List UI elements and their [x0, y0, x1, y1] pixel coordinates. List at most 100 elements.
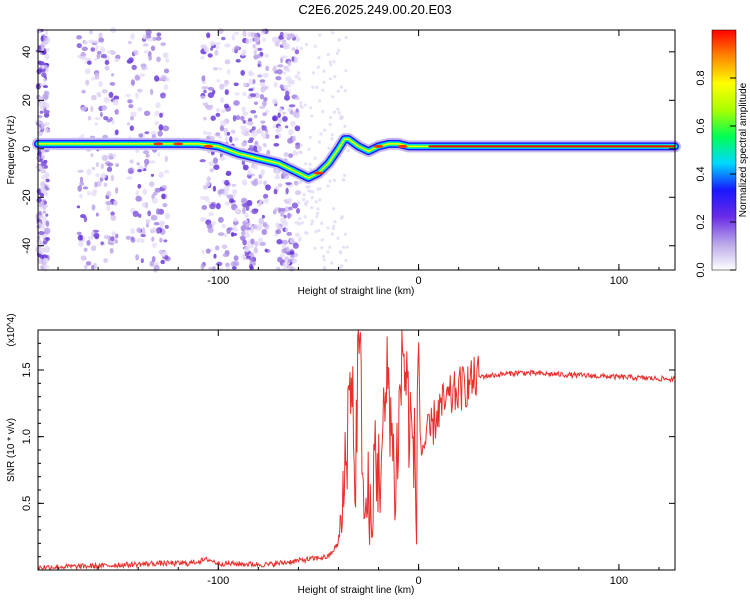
heatmap-noise-cell [208, 212, 214, 217]
heatmap-noise-cell [242, 239, 247, 246]
heatmap-noise-cell [292, 135, 296, 142]
heatmap-noise-cell [327, 146, 331, 150]
heatmap-noise-cell [241, 141, 247, 147]
heatmap-noise-cell [107, 162, 114, 167]
heatmap-noise-cell [332, 110, 336, 114]
heatmap-noise-cell [153, 264, 160, 271]
heatmap-noise-cell [333, 220, 337, 224]
heatmap-noise-cell [144, 164, 148, 168]
heatmap-noise-cell [103, 258, 108, 263]
heatmap-noise-cell [201, 80, 207, 85]
heatmap-noise-cell [315, 85, 319, 90]
heatmap-noise-cell [252, 79, 256, 84]
heatmap-noise-cell [94, 116, 101, 121]
heatmap-noise-cell [214, 49, 219, 56]
heatmap-noise-cell [318, 99, 322, 103]
heatmap-noise-cell [208, 161, 215, 167]
heatmap-noise-cell [285, 182, 292, 186]
heatmap-noise-cell [307, 147, 311, 151]
heatmap-noise-cell [242, 91, 247, 97]
heatmap-noise-cell [273, 65, 277, 70]
heatmap-noise-cell [151, 236, 155, 242]
heatmap-noise-cell [282, 34, 289, 39]
heatmap-noise-cell [156, 32, 162, 37]
heatmap-noise-cell [95, 161, 100, 168]
heatmap-noise-cell [142, 188, 148, 195]
heatmap-noise-cell [142, 43, 149, 47]
heatmap-noise-cell [128, 104, 134, 109]
heatmap-noise-cell [328, 179, 332, 183]
heatmap-noise-cell [38, 132, 43, 136]
heatmap-noise-cell [160, 259, 165, 265]
heatmap-noise-cell [218, 67, 223, 71]
heatmap-noise-cell [83, 215, 88, 223]
heatmap-noise-cell [205, 248, 211, 254]
heatmap-noise-cell [110, 211, 115, 216]
heatmap-noise-cell [130, 79, 135, 86]
heatmap-noise-cell [246, 255, 251, 259]
heatmap-noise-cell [145, 153, 150, 158]
heatmap-noise-cell [43, 109, 49, 114]
heatmap-noise-cell [139, 73, 146, 77]
heatmap-noise-cell [40, 223, 46, 230]
heatmap-noise-cell [155, 102, 161, 109]
heatmap-noise-cell [111, 73, 115, 77]
heatmap-noise-cell [199, 159, 206, 163]
heatmap-noise-cell [130, 33, 135, 40]
heatmap-noise-cell [42, 241, 47, 245]
heatmap-noise-cell [136, 227, 142, 233]
heatmap-noise-cell [43, 246, 51, 253]
heatmap-noise-cell [76, 205, 81, 209]
heatmap-noise-cell [249, 265, 254, 270]
heatmap-noise-cell [288, 104, 296, 108]
heatmap-noise-cell [279, 84, 284, 89]
heatmap-noise-cell [242, 120, 246, 124]
heatmap-noise-cell [287, 60, 292, 67]
heatmap-noise-cell [94, 181, 98, 188]
heatmap-noise-cell [294, 96, 300, 101]
heatmap-noise-cell [298, 180, 302, 184]
heatmap-noise-cell [42, 210, 46, 214]
heatmap-noise-cell [136, 162, 140, 166]
heatmap-noise-cell [114, 129, 119, 136]
heatmap-noise-cell [297, 238, 302, 242]
heatmap-noise-cell [326, 226, 330, 230]
heatmap-noise-cell [230, 261, 238, 267]
heatmap-noise-cell [292, 242, 299, 249]
snr-y-tick-label: 1.5 [21, 362, 33, 377]
heatmap-noise-cell [299, 101, 303, 105]
heatmap-noise-cell [219, 83, 225, 90]
heatmap-noise-cell [288, 153, 294, 159]
heatmap-noise-cell [206, 32, 211, 39]
heatmap-noise-cell [200, 217, 205, 223]
heatmap-noise-cell [276, 69, 283, 75]
heatmap-noise-cell [150, 173, 154, 177]
heatmap-noise-cell [38, 231, 45, 235]
heatmap-noise-cell [264, 86, 268, 91]
heatmap-noise-cell [202, 130, 208, 135]
heatmap-noise-cell [326, 250, 330, 254]
heatmap-noise-cell [273, 188, 278, 195]
heatmap-noise-cell [239, 235, 246, 241]
heatmap-ridge-hotspot [153, 142, 164, 146]
heatmap-noise-cell [263, 193, 269, 199]
heatmap-noise-cell [331, 226, 335, 231]
heatmap-noise-cell [44, 227, 51, 235]
heatmap-noise-cell [226, 194, 233, 199]
heatmap-noise-cell [247, 31, 251, 38]
heatmap-noise-cell [297, 77, 302, 81]
heatmap-noise-cell [43, 191, 48, 196]
heatmap-noise-cell [145, 29, 152, 36]
heatmap-noise-cell [131, 64, 137, 71]
heatmap-noise-cell [287, 212, 291, 219]
heatmap-noise-cell [262, 37, 266, 42]
heatmap-noise-cell [110, 50, 116, 55]
heatmap-noise-cell [135, 92, 139, 97]
heatmap-noise-cell [85, 79, 90, 86]
heatmap-noise-cell [207, 53, 213, 58]
heatmap-noise-cell [211, 221, 216, 226]
heatmap-noise-cell [77, 185, 82, 192]
heatmap-noise-cell [329, 63, 333, 67]
heatmap-noise-cell [156, 56, 161, 63]
heatmap-noise-cell [310, 222, 314, 226]
